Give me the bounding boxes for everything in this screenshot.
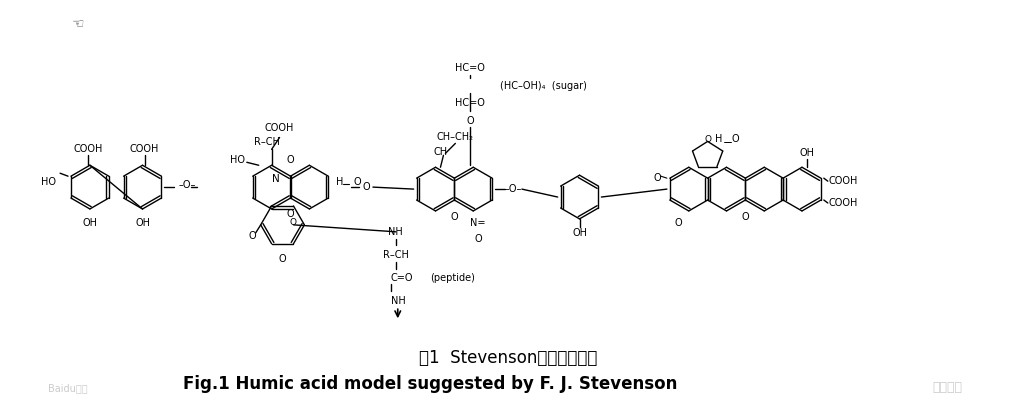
Text: O: O	[653, 173, 661, 183]
Text: (peptide): (peptide)	[430, 274, 475, 284]
Text: 图1  Stevenson的腐植酸模型: 图1 Stevenson的腐植酸模型	[419, 349, 597, 367]
Text: O: O	[287, 155, 294, 165]
Text: O: O	[731, 134, 739, 144]
Text: O: O	[467, 116, 474, 126]
Text: O: O	[279, 254, 287, 264]
Text: HC=O: HC=O	[456, 98, 485, 108]
Text: ☜: ☜	[72, 16, 84, 30]
Text: COOH: COOH	[73, 144, 103, 154]
Text: OH: OH	[135, 218, 151, 228]
Text: O: O	[741, 212, 750, 222]
Text: CH–CH₂: CH–CH₂	[437, 132, 474, 142]
Text: HO: HO	[41, 177, 56, 187]
Text: O: O	[290, 219, 297, 228]
Text: CH: CH	[433, 147, 447, 158]
Text: COOH: COOH	[829, 176, 858, 186]
Text: OH: OH	[799, 148, 815, 158]
Text: O: O	[362, 182, 370, 192]
Text: R–CH: R–CH	[253, 138, 280, 147]
Text: O: O	[704, 135, 711, 144]
Text: (HC–OH)₄  (sugar): (HC–OH)₄ (sugar)	[500, 81, 587, 91]
Text: COOH: COOH	[829, 198, 858, 208]
Text: N: N	[272, 174, 280, 184]
Text: OH: OH	[572, 228, 587, 238]
Text: C=O: C=O	[391, 274, 413, 284]
Text: 中农绿康: 中农绿康	[932, 381, 962, 394]
Text: O: O	[287, 209, 294, 219]
Text: O: O	[249, 231, 256, 241]
Text: O: O	[474, 234, 482, 244]
Text: HC=O: HC=O	[456, 63, 485, 73]
Text: N=: N=	[471, 218, 486, 228]
Text: R–CH: R–CH	[382, 249, 409, 260]
Text: –O–: –O–	[178, 180, 195, 190]
Text: H: H	[337, 177, 344, 187]
Text: COOH: COOH	[130, 144, 160, 154]
Text: O: O	[674, 218, 681, 228]
Text: O: O	[353, 177, 361, 187]
Text: NH: NH	[391, 296, 406, 306]
Text: NH: NH	[388, 227, 403, 237]
Text: COOH: COOH	[264, 123, 294, 133]
Text: –O–: –O–	[504, 184, 522, 194]
Text: O: O	[451, 212, 459, 222]
Text: HO: HO	[230, 155, 245, 165]
Text: OH: OH	[82, 218, 98, 228]
Text: Fig.1 Humic acid model suggested by F. J. Stevenson: Fig.1 Humic acid model suggested by F. J…	[183, 375, 677, 393]
Text: Baidu百科: Baidu百科	[48, 383, 87, 393]
Text: H: H	[715, 134, 722, 144]
